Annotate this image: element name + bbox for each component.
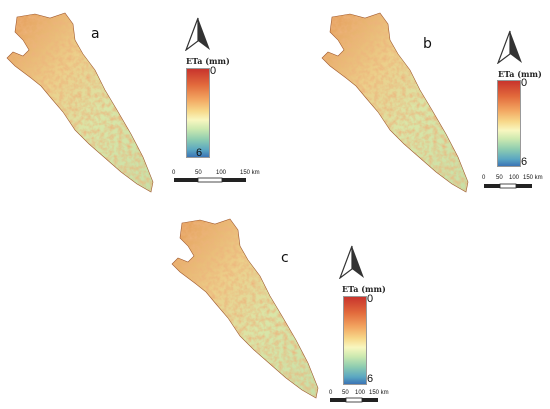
panel-label-a: a xyxy=(91,26,100,42)
legend-ramp-b xyxy=(497,80,521,167)
scale-tick-100-c: 100 xyxy=(355,390,366,396)
scale-tick-50-b: 50 xyxy=(496,175,503,181)
legend-title-a: ETa (mm) xyxy=(186,56,230,66)
scale-bar-b xyxy=(484,183,532,189)
north-arrow-icon xyxy=(497,30,522,64)
legend-title-c: ETa (mm) xyxy=(342,284,386,294)
eta-map-b xyxy=(321,12,469,193)
scale-bar-a xyxy=(174,177,246,183)
legend-ramp-a xyxy=(186,68,210,158)
legend-min-a: 6 xyxy=(196,147,203,159)
legend-ramp-c xyxy=(343,296,367,385)
north-arrow-icon xyxy=(339,245,364,279)
legend-max-a: 0 xyxy=(210,65,217,77)
legend-max-c: 0 xyxy=(367,293,374,305)
north-arrow-icon xyxy=(185,17,210,51)
scale-tick-150-a: 150 km xyxy=(240,170,260,176)
scale-tick-150-c: 150 km xyxy=(369,390,389,396)
scale-tick-100-a: 100 xyxy=(216,170,227,176)
panel-label-c: c xyxy=(281,250,289,266)
legend-min-b: 6 xyxy=(521,156,528,168)
scale-tick-150-b: 150 km xyxy=(523,175,543,181)
scale-bar-c xyxy=(330,397,378,403)
legend-min-c: 6 xyxy=(367,373,374,385)
eta-map-a xyxy=(6,12,154,193)
scale-tick-50-c: 50 xyxy=(342,390,349,396)
scale-tick-50-a: 50 xyxy=(195,170,202,176)
legend-title-b: ETa (mm) xyxy=(498,69,542,79)
scale-tick-0-b: 0 xyxy=(482,175,486,181)
scale-tick-100-b: 100 xyxy=(509,175,520,181)
eta-map-c xyxy=(171,218,319,399)
legend-max-b: 0 xyxy=(521,77,528,89)
scale-tick-0-a: 0 xyxy=(172,170,176,176)
scale-tick-0-c: 0 xyxy=(329,390,333,396)
panel-label-b: b xyxy=(423,36,432,52)
